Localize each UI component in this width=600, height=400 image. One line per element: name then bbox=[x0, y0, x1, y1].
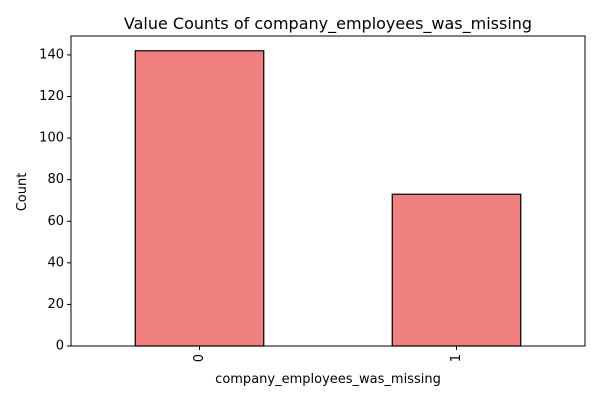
y-axis-label: Count bbox=[15, 173, 30, 212]
x-axis-label: company_employees_was_missing bbox=[215, 372, 441, 387]
x-tick-label-0: 0 bbox=[192, 354, 207, 362]
y-tick-label-140: 140 bbox=[39, 47, 64, 62]
y-tick-label-100: 100 bbox=[39, 131, 64, 146]
y-tick-label-120: 120 bbox=[39, 89, 64, 104]
bar-0 bbox=[134, 50, 265, 347]
y-tick-label-80: 80 bbox=[47, 172, 64, 187]
chart-title: Value Counts of company_employees_was_mi… bbox=[124, 14, 532, 34]
y-tick-label-0: 0 bbox=[56, 339, 64, 354]
y-tick-label-20: 20 bbox=[47, 297, 64, 312]
y-tick-label-40: 40 bbox=[47, 255, 64, 270]
bar-1 bbox=[391, 193, 522, 347]
plot-frame bbox=[70, 35, 586, 347]
x-tick-label-1: 1 bbox=[449, 354, 464, 362]
y-tick-label-60: 60 bbox=[47, 214, 64, 229]
